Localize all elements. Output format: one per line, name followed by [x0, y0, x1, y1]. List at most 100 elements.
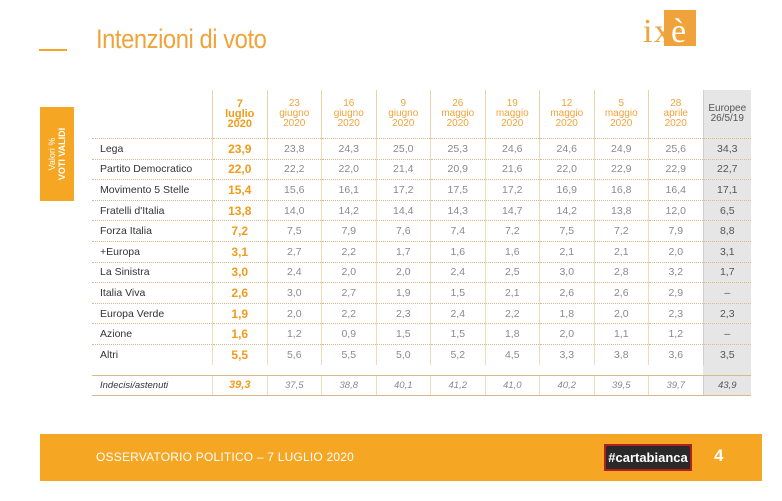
value-cell: 16,1 [321, 179, 376, 201]
table-row: Forza Italia 7,2 7,5 7,9 7,6 7,4 7,2 7,5 7,2 7,9 8… [92, 220, 751, 242]
value-cell: 2,2 [321, 302, 376, 324]
value-cell: 16,9 [539, 179, 594, 201]
side-label-line2: VOTI VALIDI [57, 127, 67, 181]
value-cell: 15,4 [212, 179, 267, 201]
value-cell: 25,3 [430, 138, 485, 160]
spacer-cell [322, 365, 377, 376]
undecided-value: 37,5 [266, 374, 322, 396]
value-cell: 1,1 [593, 323, 649, 345]
column-header-line1: 23 [288, 98, 300, 109]
value-cell: 7,5 [539, 220, 594, 242]
column-header-date: 28 aprile 2020 [648, 90, 703, 139]
value-cell: 22,2 [266, 158, 322, 180]
value-cell: 22,9 [593, 158, 649, 180]
value-cell: 2,7 [266, 240, 322, 263]
party-name: Partito Democratico [92, 158, 213, 180]
title-rule [39, 49, 67, 51]
table-row: Movimento 5 Stelle 15,4 15,6 16,1 17,2 17,5 17… [92, 179, 751, 201]
table-row: Lega 23,9 23,8 24,3 25,0 25,3 24,6 24,6 24,9 25,6… [92, 138, 751, 160]
value-cell: 2,4 [430, 261, 485, 283]
column-header-date: 19 maggio 2020 [484, 90, 540, 139]
value-cell: 13,8 [212, 199, 267, 221]
value-cell: 2,1 [593, 240, 649, 263]
value-cell: 24,3 [321, 138, 376, 160]
value-cell: 1,7 [702, 261, 751, 283]
value-cell: 1,2 [266, 323, 322, 345]
column-header-line2: 26/5/19 [710, 113, 744, 124]
undecided-value: 40,1 [375, 374, 431, 396]
value-cell: 34,3 [702, 138, 751, 160]
value-cell: 24,6 [484, 138, 540, 160]
value-cell: 2,2 [484, 302, 540, 324]
value-cell: 5,5 [212, 343, 267, 365]
value-cell: 1,8 [539, 302, 594, 324]
value-cell: 2,3 [375, 302, 431, 324]
column-header-line2: luglio [225, 108, 255, 120]
spacer-cell [649, 365, 704, 376]
value-cell: 7,9 [648, 220, 703, 242]
column-header-line2: giugno [388, 108, 419, 119]
value-cell: 5,6 [266, 343, 322, 365]
value-cell: 2,6 [593, 282, 649, 304]
column-header-line1: Europee [708, 103, 747, 114]
value-cell: 21,4 [375, 158, 431, 180]
party-name: +Europa [92, 240, 213, 263]
column-header-line2: giugno [279, 108, 310, 119]
party-name: Lega [92, 138, 213, 160]
value-cell: 15,6 [266, 179, 322, 201]
value-cell: 14,2 [539, 199, 594, 221]
svg-text:i: i [643, 13, 652, 50]
party-name: Europa Verde [92, 302, 213, 324]
value-cell: 7,2 [593, 220, 649, 242]
party-name: Forza Italia [92, 220, 213, 242]
table-row: Fratelli d'Italia 13,8 14,0 14,2 14,4 14,3 14,… [92, 199, 751, 221]
value-cell: 1,5 [430, 323, 485, 345]
column-header-date: 16 giugno 2020 [321, 90, 376, 139]
spacer-cell [703, 364, 751, 376]
column-header-line1: 12 [561, 98, 573, 109]
value-cell: 1,7 [375, 240, 431, 263]
value-cell: 2,0 [593, 302, 649, 324]
table-row: +Europa 3,1 2,7 2,2 1,7 1,6 1,6 2,1 2,1 2,0 3,1 [92, 240, 751, 263]
column-header-line1: 16 [343, 98, 355, 109]
value-cell: 2,0 [375, 261, 431, 283]
value-cell: 2,6 [539, 282, 594, 304]
value-cell: 24,6 [539, 138, 594, 160]
footer-text: OSSERVATORIO POLITICO – 7 LUGLIO 2020 [96, 450, 354, 464]
column-header-line2: maggio [441, 108, 475, 119]
poll-table: 7 luglio 2020 23 giugno 2020 16 giugno 2020 9 giug… [92, 90, 751, 396]
value-cell: 2,3 [702, 302, 751, 324]
value-cell: 17,2 [375, 179, 431, 201]
party-name: La Sinistra [92, 261, 213, 283]
value-cell: 24,9 [593, 138, 649, 160]
column-header-line1: 28 [670, 98, 682, 109]
party-name: Altri [92, 343, 213, 365]
undecided-label: Indecisi/astenuti [92, 374, 213, 396]
svg-text:x: x [654, 13, 671, 50]
value-cell: 16,8 [593, 179, 649, 201]
column-header-line3: 2020 [664, 118, 687, 129]
column-header-line2: maggio [550, 108, 584, 119]
value-cell: 3,5 [702, 343, 751, 365]
column-header-line3: 2020 [501, 118, 524, 129]
column-header-line3: 2020 [392, 118, 415, 129]
column-header-line3: 2020 [555, 118, 578, 129]
spacer-cell [540, 365, 595, 376]
value-cell: 3,2 [648, 261, 703, 283]
spacer-cell [213, 365, 268, 376]
value-cell: 16,4 [648, 179, 703, 201]
value-cell: 14,3 [430, 199, 485, 221]
column-header-line2: aprile [663, 108, 688, 119]
spacer-cell [594, 365, 649, 376]
table-row: La Sinistra 3,0 2,4 2,0 2,0 2,4 2,5 3,0 2,8 3,2 1,… [92, 261, 751, 283]
table-row: Italia Viva 2,6 3,0 2,7 1,9 1,5 2,1 2,6 2,6 2,9– [92, 282, 751, 304]
spacer-cell [267, 365, 322, 376]
table-row: Altri 5,5 5,6 5,5 5,0 5,2 4,5 3,3 3,8 3,6 3,5 [92, 343, 751, 365]
value-cell: 2,0 [648, 240, 703, 263]
column-header-line1: 9 [400, 98, 407, 109]
value-cell: 1,6 [212, 323, 267, 345]
value-cell: 6,5 [702, 199, 751, 221]
column-header-date: 12 maggio 2020 [539, 90, 594, 139]
value-cell: 1,8 [484, 323, 540, 345]
column-header-line3: 2020 [446, 118, 469, 129]
